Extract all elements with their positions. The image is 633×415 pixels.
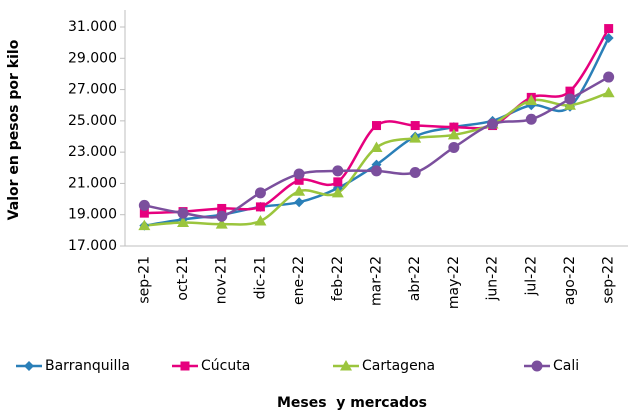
marker: [603, 71, 615, 83]
x-tick-label: jul-22: [523, 256, 539, 297]
y-tick-label: 25.000: [68, 113, 117, 129]
x-tick-label: feb-22: [330, 256, 346, 301]
marker: [564, 93, 576, 105]
marker: [332, 165, 344, 177]
marker: [603, 32, 614, 43]
series-line: [144, 27, 610, 215]
marker: [331, 186, 344, 198]
series-line: [144, 91, 610, 227]
y-tick-label: 27.000: [68, 82, 117, 98]
marker: [294, 197, 305, 208]
marker: [410, 121, 420, 131]
marker: [487, 118, 499, 130]
marker: [139, 208, 149, 218]
y-axis-label: Valor en pesos por kilo: [6, 39, 22, 220]
x-tick-label: ago-22: [562, 256, 578, 305]
marker: [177, 216, 190, 228]
y-tick-label: 29.000: [68, 50, 117, 66]
marker: [565, 86, 575, 96]
marker: [138, 199, 150, 211]
x-tick-label: ene-22: [291, 256, 307, 305]
marker: [449, 122, 459, 132]
y-tick-label: 17.000: [68, 238, 117, 254]
legend-marker: [340, 360, 352, 371]
marker: [177, 207, 189, 219]
marker: [138, 219, 151, 231]
x-tick-label: mar-22: [369, 256, 385, 306]
legend-marker: [180, 361, 190, 371]
marker: [525, 113, 537, 125]
marker: [293, 185, 306, 196]
x-tick-label: may-22: [446, 256, 462, 309]
marker: [604, 24, 614, 34]
marker: [371, 165, 382, 177]
legend-label: Cartagena: [362, 358, 435, 374]
y-tick-label: 21.000: [68, 175, 117, 191]
x-tick-label: sep-21: [136, 256, 152, 304]
x-tick-label: abr-22: [407, 256, 423, 301]
x-tick-label: dic-21: [252, 256, 268, 299]
marker: [254, 187, 266, 199]
marker: [602, 86, 615, 98]
marker: [372, 121, 381, 131]
x-tick-label: sep-22: [601, 256, 617, 304]
marker: [448, 141, 460, 153]
legend-label: Cúcuta: [201, 358, 250, 374]
marker: [217, 203, 227, 213]
legend-label: Cali: [553, 358, 579, 374]
legend-marker: [24, 361, 34, 371]
x-tick-label: oct-21: [175, 256, 191, 301]
legend-label: Barranquilla: [45, 358, 130, 374]
x-tick-label: jun-22: [485, 256, 501, 302]
x-tick-label: nov-21: [214, 256, 230, 304]
marker: [255, 202, 265, 212]
marker: [525, 94, 538, 106]
marker: [409, 132, 422, 143]
marker: [294, 175, 304, 185]
marker: [370, 141, 383, 152]
marker: [409, 166, 421, 178]
marker: [563, 99, 576, 110]
marker: [215, 218, 228, 229]
marker: [216, 210, 228, 222]
y-tick-label: 19.000: [68, 207, 117, 223]
x-axis-label: Meses y mercados: [277, 395, 427, 411]
y-tick-label: 31.000: [68, 19, 117, 35]
marker: [447, 128, 460, 140]
y-tick-label: 23.000: [68, 144, 117, 160]
series-line: [144, 37, 610, 227]
marker: [254, 214, 267, 226]
legend-marker: [531, 360, 543, 372]
marker: [333, 177, 343, 187]
marker: [293, 168, 305, 180]
